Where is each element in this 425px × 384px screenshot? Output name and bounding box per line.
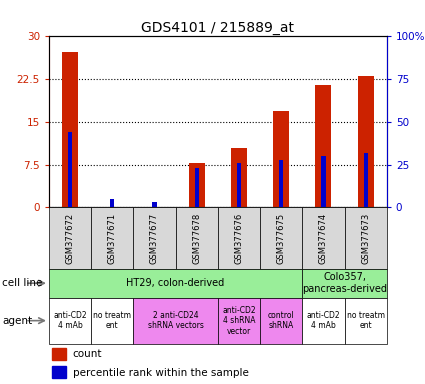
Text: GSM377675: GSM377675 (277, 212, 286, 264)
Bar (315, 85, 332, 207)
Text: count: count (73, 349, 102, 359)
Text: GSM377672: GSM377672 (65, 212, 74, 264)
Bar (357, 76, 374, 207)
Bar (62, 52, 78, 207)
Bar (345, 298, 387, 344)
Bar (195, 168, 199, 207)
Text: 2 anti-CD24
shRNA vectors: 2 anti-CD24 shRNA vectors (147, 311, 204, 330)
Bar (49, 269, 302, 298)
Bar (152, 202, 156, 207)
Text: agent: agent (2, 316, 32, 326)
Bar (260, 207, 302, 269)
Bar (218, 207, 260, 269)
Text: GSM377677: GSM377677 (150, 212, 159, 264)
Text: anti-CD2
4 mAb: anti-CD2 4 mAb (53, 311, 87, 330)
Bar (133, 298, 218, 344)
Bar (68, 132, 72, 207)
Bar (133, 207, 176, 269)
Bar (302, 207, 345, 269)
Text: GSM377671: GSM377671 (108, 212, 117, 264)
Bar (302, 269, 387, 298)
Text: GSM377674: GSM377674 (319, 212, 328, 264)
Bar (302, 298, 345, 344)
Text: GSM377676: GSM377676 (235, 212, 244, 264)
Text: GSM377673: GSM377673 (361, 212, 370, 264)
Bar (110, 199, 114, 207)
Text: cell line: cell line (2, 278, 42, 288)
Bar (176, 207, 218, 269)
Text: anti-CD2
4 shRNA
vector: anti-CD2 4 shRNA vector (222, 306, 256, 336)
Bar (218, 298, 260, 344)
Text: control
shRNA: control shRNA (268, 311, 295, 330)
Text: no treatm
ent: no treatm ent (93, 311, 131, 330)
Bar (237, 163, 241, 207)
Bar (52, 366, 66, 379)
Bar (189, 163, 205, 207)
Bar (273, 111, 289, 207)
Bar (231, 147, 247, 207)
Bar (49, 298, 91, 344)
Bar (279, 159, 283, 207)
Text: GSM377678: GSM377678 (192, 212, 201, 264)
Bar (345, 207, 387, 269)
Bar (260, 298, 302, 344)
Title: GDS4101 / 215889_at: GDS4101 / 215889_at (141, 22, 294, 35)
Text: Colo357,
pancreas-derived: Colo357, pancreas-derived (302, 272, 387, 294)
Bar (91, 298, 133, 344)
Bar (321, 156, 326, 207)
Bar (91, 207, 133, 269)
Bar (363, 153, 368, 207)
Text: HT29, colon-derived: HT29, colon-derived (127, 278, 225, 288)
Text: anti-CD2
4 mAb: anti-CD2 4 mAb (306, 311, 340, 330)
Text: no treatm
ent: no treatm ent (347, 311, 385, 330)
Bar (49, 207, 91, 269)
Bar (52, 348, 66, 360)
Text: percentile rank within the sample: percentile rank within the sample (73, 367, 248, 377)
